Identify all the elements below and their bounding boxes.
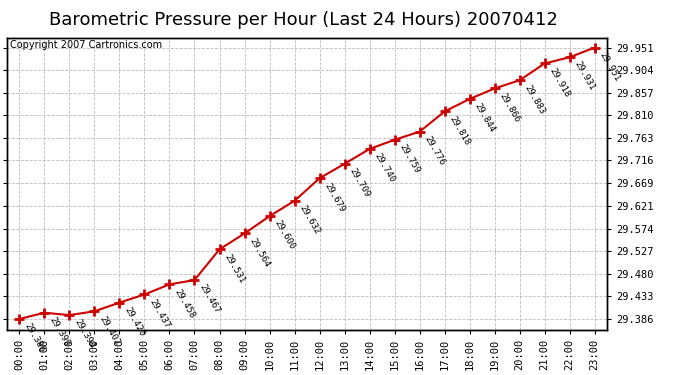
- Text: 29.818: 29.818: [447, 114, 471, 147]
- Text: 29.883: 29.883: [522, 83, 546, 116]
- Text: 29.564: 29.564: [247, 236, 271, 268]
- Text: 29.866: 29.866: [497, 91, 522, 124]
- Text: 29.844: 29.844: [473, 102, 496, 134]
- Text: 29.740: 29.740: [373, 152, 396, 184]
- Text: 29.600: 29.600: [273, 219, 296, 251]
- Text: 29.402: 29.402: [97, 314, 121, 346]
- Text: 29.458: 29.458: [172, 287, 196, 320]
- Text: Barometric Pressure per Hour (Last 24 Hours) 20070412: Barometric Pressure per Hour (Last 24 Ho…: [49, 11, 558, 29]
- Text: 29.437: 29.437: [147, 297, 171, 330]
- Text: 29.679: 29.679: [322, 181, 346, 213]
- Text: 29.759: 29.759: [397, 142, 422, 175]
- Text: 29.632: 29.632: [297, 204, 322, 236]
- Text: 29.386: 29.386: [22, 322, 46, 354]
- Text: 29.467: 29.467: [197, 283, 221, 315]
- Text: 29.531: 29.531: [222, 252, 246, 285]
- Text: 29.394: 29.394: [72, 318, 96, 350]
- Text: 29.399: 29.399: [47, 315, 71, 348]
- Text: 29.709: 29.709: [347, 166, 371, 199]
- Text: 29.776: 29.776: [422, 134, 446, 167]
- Text: 29.931: 29.931: [573, 60, 596, 92]
- Text: 29.918: 29.918: [547, 66, 571, 99]
- Text: Copyright 2007 Cartronics.com: Copyright 2007 Cartronics.com: [10, 40, 162, 50]
- Text: 29.951: 29.951: [598, 50, 622, 83]
- Text: 29.420: 29.420: [122, 305, 146, 338]
